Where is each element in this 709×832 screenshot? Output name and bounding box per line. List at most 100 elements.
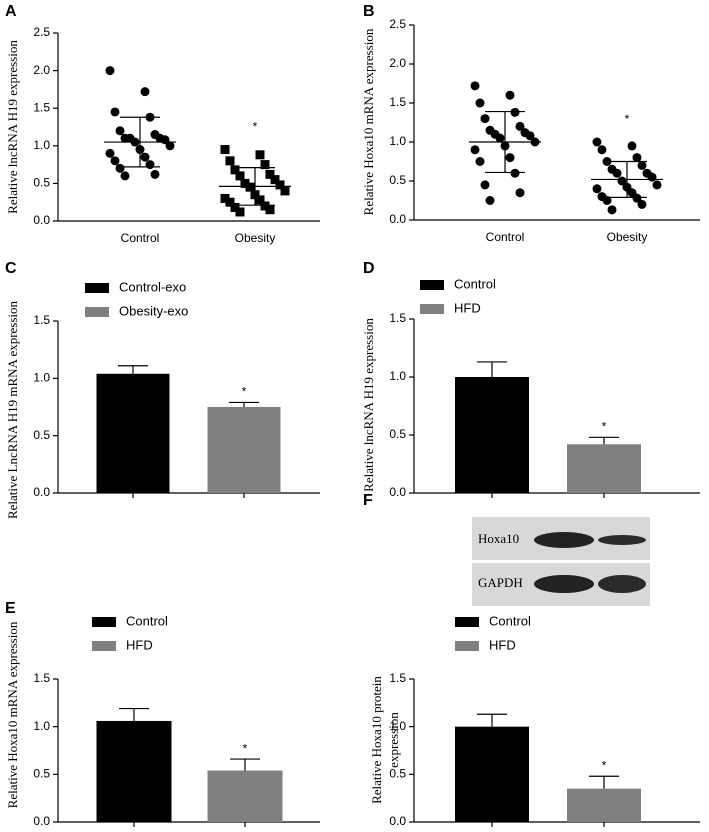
y-tick-label: 2.5 [389, 17, 406, 31]
y-tick-label: 0.5 [33, 176, 50, 190]
data-point [225, 197, 235, 207]
panel-letter: C [5, 260, 17, 277]
legend-label: Control [126, 613, 168, 628]
data-point [140, 87, 150, 97]
data-point [597, 145, 607, 155]
data-point [475, 157, 485, 166]
data-point [260, 160, 270, 170]
y-tick-label: 1.0 [389, 369, 406, 383]
x-tick-label: Control [121, 231, 160, 245]
y-tick-label: 0.5 [389, 427, 406, 441]
y-axis-label: Relative lncRNA H19 expression [5, 40, 20, 214]
y-tick-label: 2.0 [389, 56, 406, 70]
data-point [632, 153, 642, 163]
blot-band [598, 575, 646, 593]
y-tick-label: 0.5 [389, 173, 406, 187]
bar [455, 726, 529, 822]
data-point [475, 98, 485, 108]
legend-swatch [455, 617, 479, 627]
legend-swatch [85, 307, 109, 317]
data-point [637, 199, 647, 209]
panel-letter: F [363, 492, 373, 509]
data-point [602, 196, 612, 205]
bar [207, 770, 283, 822]
data-point [627, 141, 637, 151]
y-axis-label: Relative LncRNA H19 mRNA expression [5, 300, 20, 519]
data-point [265, 205, 275, 215]
y-tick-label: 1.5 [33, 671, 50, 685]
data-point [275, 180, 285, 190]
x-tick-label: Control [486, 230, 525, 244]
data-point [480, 180, 490, 190]
y-tick-label: 1.0 [33, 719, 50, 733]
x-tick-label: Obesity [607, 230, 648, 244]
data-point [255, 195, 265, 205]
data-point [230, 165, 240, 175]
data-point [225, 156, 235, 166]
data-point [260, 201, 270, 211]
y-axis-label: Relative lncRNA H19 expression [361, 318, 376, 492]
significance: * [243, 741, 248, 755]
data-point [165, 141, 175, 151]
y-tick-label: 1.5 [389, 311, 406, 325]
significance: * [242, 385, 247, 399]
y-tick-label: 1.0 [33, 138, 50, 152]
data-point [120, 171, 130, 181]
data-point [632, 193, 642, 203]
data-point [110, 107, 120, 117]
data-point [240, 178, 250, 188]
legend-label: HFD [126, 637, 153, 652]
panel-letter: D [363, 260, 375, 277]
data-point [145, 160, 155, 170]
y-tick-label: 0.5 [33, 767, 50, 781]
data-point [485, 196, 495, 205]
blot-label: Hoxa10 [478, 531, 519, 546]
y-tick-label: 1.5 [389, 95, 406, 109]
legend-swatch [85, 283, 109, 293]
y-tick-label: 1.0 [389, 134, 406, 148]
data-point [230, 202, 240, 212]
data-point [235, 207, 245, 217]
blot-band [534, 532, 594, 548]
data-point [470, 81, 480, 91]
data-point [220, 193, 230, 203]
data-point [647, 172, 657, 182]
y-axis-label: expression [386, 712, 401, 768]
y-tick-label: 1.0 [33, 371, 50, 385]
legend-swatch [420, 280, 444, 290]
y-tick-label: 0.0 [33, 485, 50, 499]
y-tick-label: 0.0 [389, 212, 406, 226]
significance: * [625, 112, 630, 126]
bar [567, 444, 641, 493]
data-point [235, 171, 245, 181]
blot-band [598, 535, 646, 545]
legend-swatch [92, 641, 116, 651]
y-axis-label: Relative Hoxa10 mRNA expression [361, 28, 376, 215]
legend-label: Control [489, 613, 531, 628]
data-point [105, 66, 115, 76]
legend-label: Control [454, 276, 496, 291]
significance: * [253, 120, 258, 134]
legend-swatch [455, 641, 479, 651]
y-tick-label: 1.5 [33, 313, 50, 327]
data-point [270, 175, 280, 185]
data-point [607, 205, 617, 215]
legend-label: HFD [489, 637, 516, 652]
y-tick-label: 0.5 [389, 767, 406, 781]
data-point [150, 169, 160, 179]
data-point [105, 148, 115, 158]
y-tick-label: 1.0 [389, 719, 406, 733]
data-point [592, 137, 602, 147]
legend-swatch [92, 617, 116, 627]
significance: * [602, 758, 607, 772]
data-point [115, 126, 125, 136]
y-tick-label: 0.0 [33, 213, 50, 227]
bar [207, 407, 281, 493]
data-point [480, 114, 490, 124]
y-axis-label: Relative Hoxa10 mRNA expression [5, 621, 20, 808]
data-point [140, 152, 150, 162]
data-point [220, 145, 230, 155]
panel-letter: E [5, 600, 16, 617]
blot-band [534, 575, 594, 593]
data-point [505, 90, 515, 100]
